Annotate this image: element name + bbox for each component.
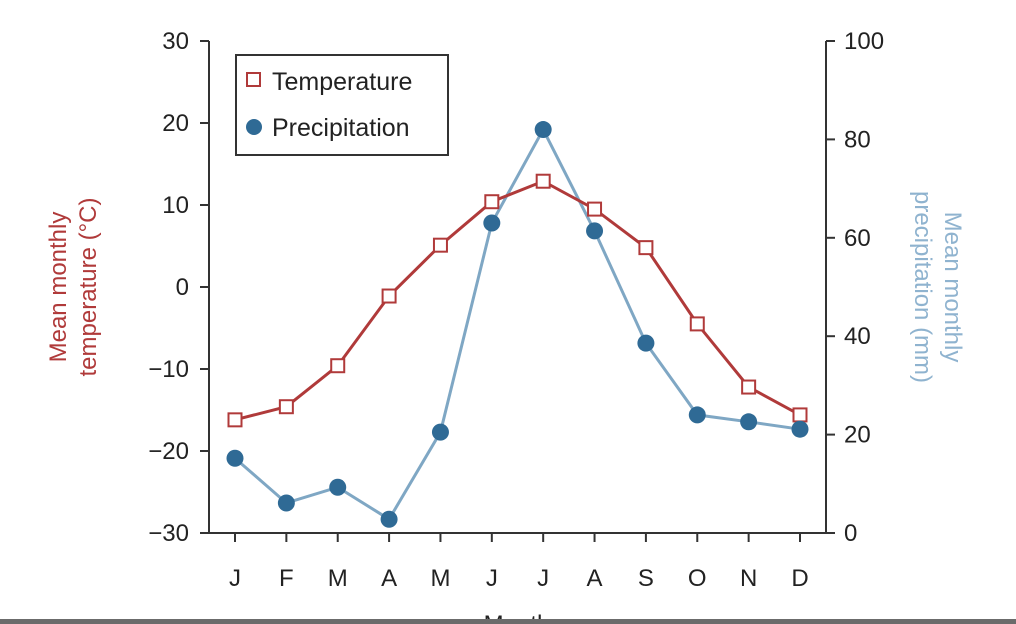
precipitation-point <box>483 214 501 232</box>
temperature-point <box>535 173 551 189</box>
temperature-point <box>484 194 500 210</box>
x-tick-label: F <box>279 565 294 592</box>
temperature-point <box>381 288 397 304</box>
temperature-point <box>227 412 243 428</box>
left-tick-label: 20 <box>162 110 189 137</box>
temperature-point <box>741 379 757 395</box>
left-axis-label-line1: Mean monthly <box>45 212 72 363</box>
precipitation-point <box>791 420 809 438</box>
temperature-point <box>587 201 603 217</box>
x-tick-label: J <box>537 565 549 592</box>
temperature-point <box>432 237 448 253</box>
left-axis-label-line2: temperature (°C) <box>75 198 102 377</box>
precipitation-point <box>431 423 449 441</box>
right-tick-label: 100 <box>844 28 884 55</box>
precipitation-point <box>637 334 655 352</box>
x-tick-label: D <box>791 565 808 592</box>
x-tick-label: M <box>328 565 348 592</box>
legend-precipitation-label: Precipitation <box>272 114 410 142</box>
legend: Temperature Precipitation <box>235 54 449 156</box>
right-tick-label: 40 <box>844 323 871 350</box>
left-tick-label: −10 <box>148 356 189 383</box>
precipitation-point <box>329 478 347 496</box>
left-tick-label: 10 <box>162 192 189 219</box>
x-tick-label: N <box>740 565 757 592</box>
precipitation-point <box>226 449 244 467</box>
x-tick-label: J <box>229 565 241 592</box>
left-tick-label: 0 <box>176 274 189 301</box>
right-tick-label: 60 <box>844 225 871 252</box>
x-tick-label: A <box>587 565 603 592</box>
legend-precipitation-marker <box>246 119 262 135</box>
precipitation-point <box>380 510 398 528</box>
x-tick-label: A <box>381 565 397 592</box>
right-axis-label-line1: Mean monthly <box>939 212 966 363</box>
precipitation-line <box>234 126 801 522</box>
left-tick-label: 30 <box>162 28 189 55</box>
right-tick-label: 20 <box>844 422 871 449</box>
x-tick-label: O <box>688 565 707 592</box>
temperature-line <box>234 179 801 422</box>
temperature-point <box>792 407 808 423</box>
legend-temperature-label: Temperature <box>272 68 412 96</box>
precipitation-point <box>277 494 295 512</box>
precipitation-point <box>740 413 758 431</box>
right-tick-label: 80 <box>844 126 871 153</box>
precipitation-point <box>586 222 604 240</box>
temperature-point <box>330 358 346 374</box>
right-tick-label: 0 <box>844 520 857 547</box>
precipitation-point <box>688 406 706 424</box>
legend-temperature-marker <box>246 72 261 87</box>
precipitation-point <box>534 121 552 139</box>
right-axis-label-line2: precipitation (mm) <box>909 191 936 383</box>
x-tick-label: M <box>430 565 450 592</box>
left-tick-label: −30 <box>148 520 189 547</box>
legend-box <box>235 54 449 156</box>
temperature-point <box>689 316 705 332</box>
temperature-point <box>278 399 294 415</box>
x-tick-label: S <box>638 565 654 592</box>
x-tick-label: J <box>486 565 498 592</box>
left-tick-label: −20 <box>148 438 189 465</box>
temperature-point <box>638 240 654 256</box>
bottom-bar <box>0 619 1016 624</box>
